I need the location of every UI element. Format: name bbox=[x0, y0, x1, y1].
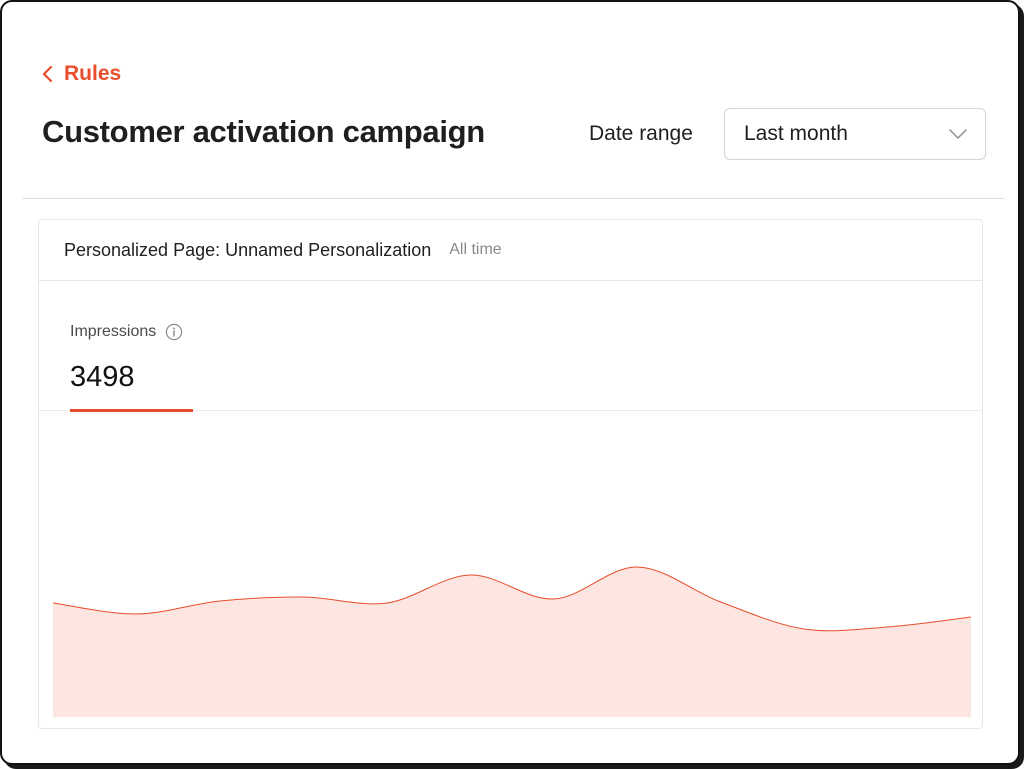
card-subtitle: All time bbox=[449, 241, 502, 258]
impressions-label: Impressions bbox=[70, 323, 183, 341]
chevron-left-icon bbox=[42, 65, 53, 83]
date-range-select[interactable]: Last month bbox=[724, 108, 986, 160]
impressions-label-text: Impressions bbox=[70, 323, 157, 340]
impressions-chart bbox=[53, 540, 971, 717]
info-icon[interactable] bbox=[165, 323, 183, 341]
card-title: Personalized Page: Unnamed Personalizati… bbox=[64, 239, 432, 260]
header-divider bbox=[22, 198, 1004, 199]
back-link-label: Rules bbox=[64, 62, 122, 85]
impressions-area-chart bbox=[53, 566, 971, 717]
impressions-series-line bbox=[53, 566, 971, 632]
back-to-rules-link[interactable]: Rules bbox=[42, 62, 121, 86]
impressions-area-fill bbox=[53, 566, 971, 717]
impressions-value[interactable]: 3498 bbox=[70, 361, 135, 393]
active-metric-indicator bbox=[70, 409, 193, 412]
metric-divider bbox=[39, 410, 982, 411]
date-range-value: Last month bbox=[744, 122, 848, 145]
page-title: Customer activation campaign bbox=[42, 114, 485, 149]
card-header: Personalized Page: Unnamed Personalizati… bbox=[39, 220, 982, 281]
chevron-down-icon bbox=[949, 129, 967, 139]
personalization-card: Personalized Page: Unnamed Personalizati… bbox=[38, 219, 983, 729]
date-range-label: Date range bbox=[589, 122, 693, 145]
